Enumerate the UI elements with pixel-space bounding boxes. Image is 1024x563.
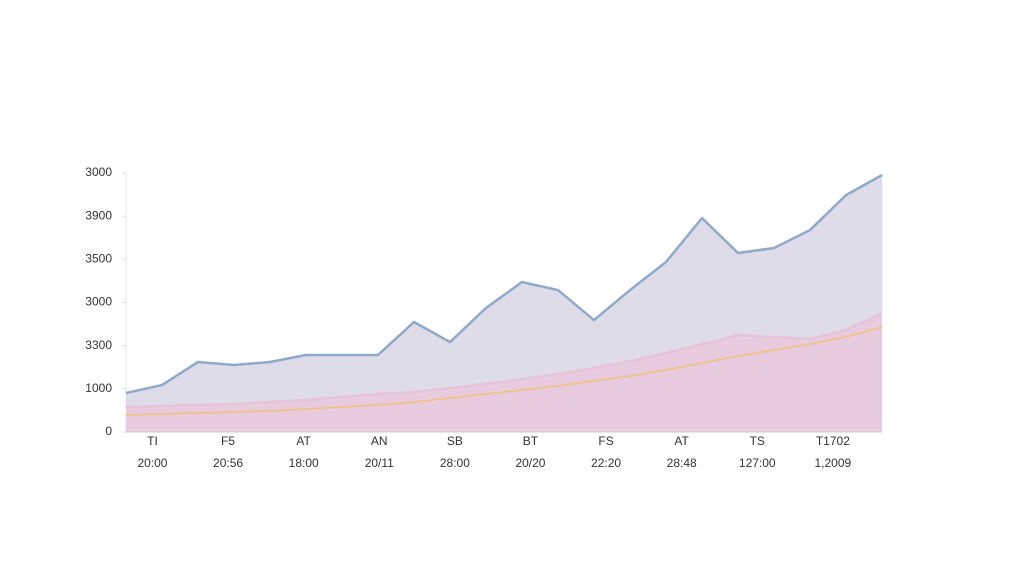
x-tick-sublabel: 28:00	[440, 456, 470, 470]
x-tick-label: TI	[147, 434, 158, 448]
area-fill	[126, 313, 882, 432]
x-tick-sublabel: 127:00	[739, 456, 776, 470]
x-tick-sublabel: 1,2009	[815, 456, 852, 470]
x-tick-label: F5	[221, 434, 235, 448]
x-tick-label: AT	[296, 434, 311, 448]
y-tick-label: 3900	[85, 208, 112, 222]
y-tick-label: 0	[105, 424, 112, 438]
x-tick-label: FS	[598, 434, 613, 448]
x-tick-label: TS	[750, 434, 765, 448]
x-tick-label: SB	[447, 434, 463, 448]
y-tick-label: 3000	[85, 295, 112, 309]
y-tick-label: 3000	[85, 165, 112, 179]
x-tick-sublabel: 20:00	[137, 456, 167, 470]
x-tick-sublabel: 20/11	[365, 456, 394, 470]
series-line	[125, 311, 883, 409]
series-line	[125, 326, 883, 416]
x-tick-label: AT	[674, 434, 689, 448]
x-tick-sublabel: 18:00	[289, 456, 319, 470]
x-tick-sublabel: 20/20	[515, 456, 545, 470]
series-line	[125, 173, 883, 395]
x-tick-sublabel: 22:20	[591, 456, 621, 470]
x-tick-sublabel: 20:56	[213, 456, 243, 470]
y-tick-label: 1000	[85, 381, 112, 395]
x-tick-label: T1702	[816, 434, 850, 448]
x-tick-label: AN	[371, 434, 388, 448]
x-tick-sublabel: 28:48	[667, 456, 697, 470]
y-tick-label: 3300	[85, 338, 112, 352]
y-tick-label: 3500	[85, 252, 112, 266]
x-tick-label: BT	[523, 434, 539, 448]
